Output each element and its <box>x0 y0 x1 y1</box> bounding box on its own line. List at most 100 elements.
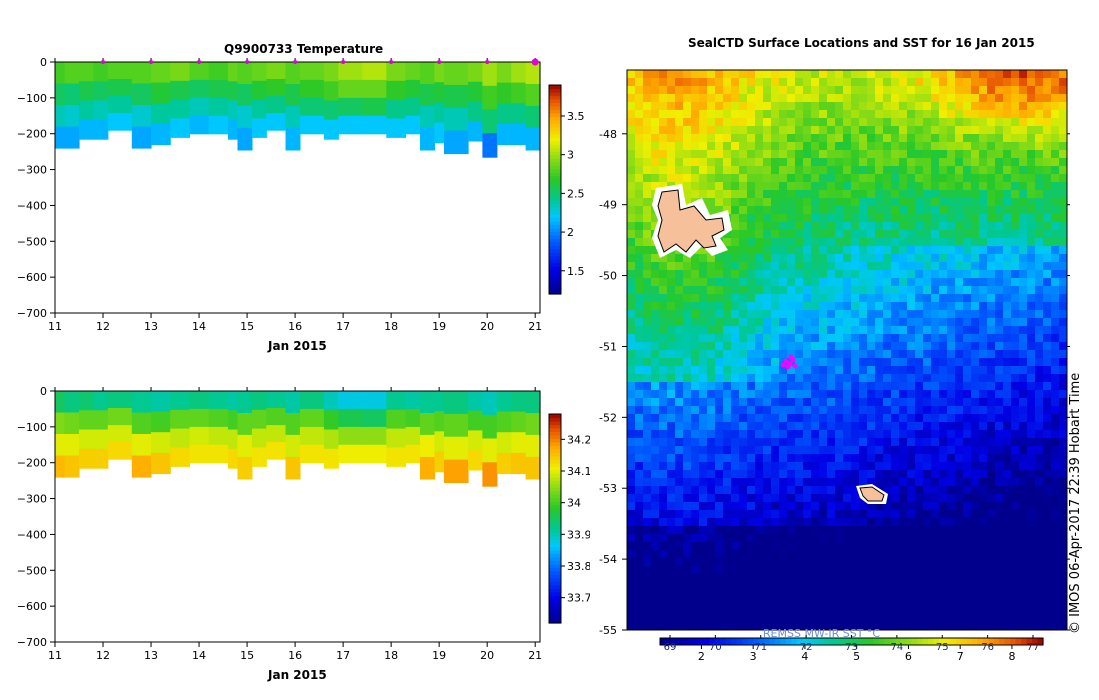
sst-cell <box>771 246 780 255</box>
sst-cell <box>883 286 892 295</box>
sst-cell <box>843 446 852 455</box>
ctd-location-marker <box>783 358 789 364</box>
sst-cell <box>795 86 804 95</box>
sst-cell <box>1003 614 1012 623</box>
sst-cell <box>635 270 644 279</box>
sst-cell <box>1003 86 1012 95</box>
section-cell <box>251 391 267 411</box>
section-cell <box>93 62 109 82</box>
section-cell <box>266 391 287 409</box>
sst-cell <box>763 198 772 207</box>
sst-cell <box>643 214 652 223</box>
sst-cell <box>979 606 988 615</box>
sst-cell <box>683 350 692 359</box>
sst-cell <box>715 454 724 463</box>
sst-cell <box>723 566 732 575</box>
sst-cell <box>707 422 716 431</box>
sst-cell <box>691 614 700 623</box>
sst-cell <box>739 526 748 535</box>
sst-cell <box>643 182 652 191</box>
sst-cell <box>987 446 996 455</box>
sst-cell <box>1059 110 1068 119</box>
sst-cell <box>827 342 836 351</box>
sst-cell <box>635 606 644 615</box>
sst-cell <box>1051 182 1060 191</box>
sst-cell <box>795 518 804 527</box>
sst-cell <box>1019 462 1028 471</box>
sst-cell <box>923 174 932 183</box>
sst-cell <box>875 214 884 223</box>
sst-cell <box>915 566 924 575</box>
sst-cell <box>635 182 644 191</box>
sst-cell <box>795 350 804 359</box>
sst-cell <box>835 78 844 87</box>
sst-cell <box>915 622 924 631</box>
section-cell <box>55 455 66 478</box>
sst-cell <box>931 526 940 535</box>
sst-cell <box>747 270 756 279</box>
sst-cell <box>803 318 812 327</box>
sst-cell <box>843 510 852 519</box>
sst-cell <box>995 230 1004 239</box>
sst-cell <box>1059 214 1068 223</box>
sst-cell <box>1051 390 1060 399</box>
sst-cell <box>971 422 980 431</box>
sst-cell <box>715 286 724 295</box>
sst-cell <box>651 334 660 343</box>
sst-cell <box>963 78 972 87</box>
sst-cell <box>1011 230 1020 239</box>
sst-cell <box>827 294 836 303</box>
sst-cell <box>675 334 684 343</box>
sst-cell <box>763 598 772 607</box>
sst-cell <box>963 94 972 103</box>
sst-cell <box>691 86 700 95</box>
sst-cell <box>659 454 668 463</box>
sst-cell <box>651 278 660 287</box>
sst-cell <box>651 286 660 295</box>
sst-cell <box>899 398 908 407</box>
sst-cell <box>643 390 652 399</box>
sst-cell <box>859 406 868 415</box>
sst-cell <box>771 182 780 191</box>
sst-cell <box>907 134 916 143</box>
sst-cell <box>915 158 924 167</box>
sst-cell <box>763 518 772 527</box>
sst-cell <box>691 102 700 111</box>
sst-cell <box>963 430 972 439</box>
sst-cell <box>731 606 740 615</box>
sst-cell <box>995 94 1004 103</box>
sst-cell <box>651 78 660 87</box>
colorbar-segment <box>549 158 561 163</box>
sst-cell <box>731 126 740 135</box>
sst-cell <box>747 278 756 287</box>
sst-cell <box>771 334 780 343</box>
sst-cell <box>771 478 780 487</box>
sst-cell <box>851 574 860 583</box>
sst-cell <box>899 150 908 159</box>
sst-cell <box>715 102 724 111</box>
sst-cell <box>947 294 956 303</box>
sst-cell <box>691 110 700 119</box>
sst-cell <box>923 190 932 199</box>
sst-cell <box>1027 454 1036 463</box>
sst-cell <box>931 78 940 87</box>
sst-cell <box>819 254 828 263</box>
sst-cell <box>723 422 732 431</box>
sst-cell <box>955 366 964 375</box>
sst-cell <box>699 318 708 327</box>
sst-cell <box>883 150 892 159</box>
sst-cell <box>787 390 796 399</box>
sst-cell <box>915 118 924 127</box>
sst-cell <box>947 566 956 575</box>
sst-cell <box>787 454 796 463</box>
sst-cell <box>1059 590 1068 599</box>
sst-cell <box>1043 462 1052 471</box>
sst-cell <box>1043 590 1052 599</box>
sst-cell <box>763 86 772 95</box>
sst-cell <box>723 510 732 519</box>
sst-cell <box>947 470 956 479</box>
sst-cell <box>803 334 812 343</box>
sst-cell <box>963 150 972 159</box>
sst-cell <box>955 278 964 287</box>
sst-cell <box>779 574 788 583</box>
